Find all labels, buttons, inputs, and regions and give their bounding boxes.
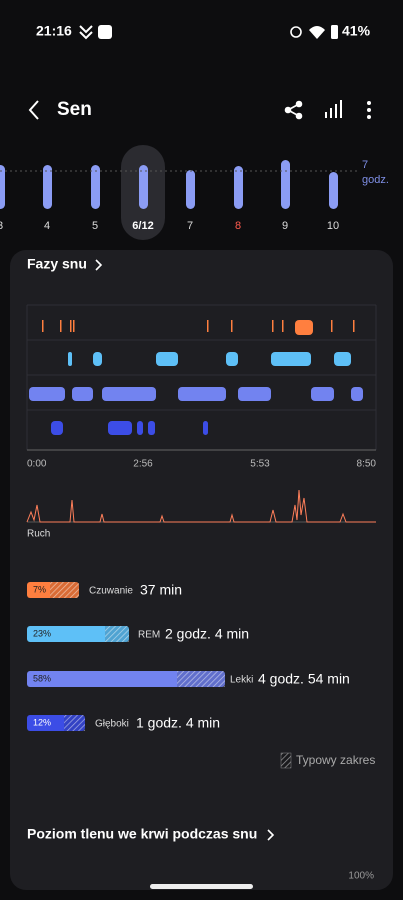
nav-handle	[150, 884, 253, 889]
deep-segments	[51, 421, 208, 435]
stage-duration: 37 min	[140, 582, 182, 598]
time-label: 2:56	[133, 459, 153, 470]
share-button[interactable]	[284, 100, 303, 120]
stage-percent: 23%	[33, 628, 51, 638]
chart-grid	[26, 304, 377, 450]
goal-unit: godz.	[362, 174, 389, 186]
day-label[interactable]: 10	[327, 220, 339, 232]
axis-label: 100%	[348, 871, 374, 882]
status-time: 21:16	[36, 23, 72, 39]
stage-duration: 1 godz. 4 min	[136, 715, 220, 731]
day-label[interactable]: 9	[282, 220, 288, 232]
menu-button[interactable]	[367, 101, 371, 119]
stage-percent: 58%	[33, 673, 51, 683]
status-icon	[98, 25, 112, 39]
battery-text: 41%	[342, 23, 371, 39]
goal-value: 7	[362, 159, 368, 171]
dnd-icon	[290, 26, 302, 38]
light-segments	[29, 387, 363, 401]
day-label[interactable]: 8	[235, 220, 241, 232]
stage-duration: 2 godz. 4 min	[165, 626, 249, 642]
time-label: 8:50	[357, 459, 377, 470]
stage-percent: 7%	[33, 584, 46, 594]
motion-line	[26, 489, 376, 523]
rem-segments	[68, 352, 351, 366]
battery-icon	[331, 25, 338, 39]
stage-name: Głęboki	[95, 719, 129, 730]
day-label[interactable]: 3	[0, 220, 3, 232]
legend-swatch	[280, 752, 292, 769]
chart-button[interactable]	[325, 100, 342, 118]
stage-lekki: 58% Lekki 4 godz. 54 min	[27, 671, 350, 687]
stage-czuwanie: 7% Czuwanie 37 min	[27, 582, 182, 598]
stage-name: Czuwanie	[89, 586, 133, 597]
awake-ticks	[42, 320, 355, 335]
time-label: 0:00	[27, 459, 47, 470]
card	[10, 250, 393, 890]
time-label: 5:53	[250, 459, 270, 470]
stage-percent: 12%	[33, 717, 51, 727]
wifi-icon	[309, 26, 325, 39]
stage-duration: 4 godz. 54 min	[258, 671, 350, 687]
page-title: Sen	[57, 99, 92, 120]
day-label[interactable]: 7	[187, 220, 193, 232]
day-bars	[0, 160, 338, 209]
stage-name: Lekki	[230, 675, 253, 686]
card-title[interactable]: Fazy snu	[27, 256, 87, 272]
chevron	[95, 259, 103, 271]
stage-rem: 23% REM 2 godz. 4 min	[27, 626, 249, 642]
day-label[interactable]: 5	[92, 220, 98, 232]
back-button[interactable]	[28, 100, 39, 120]
legend-text: Typowy zakres	[296, 753, 375, 767]
stage-gleboki: 12% Głęboki 1 godz. 4 min	[27, 715, 220, 731]
day-label[interactable]: 4	[44, 220, 50, 232]
day-label[interactable]: 6/12	[132, 220, 153, 232]
stage-name: REM	[138, 630, 160, 641]
status-icon	[79, 25, 93, 40]
section-title[interactable]: Poziom tlenu we krwi podczas snu	[27, 826, 257, 842]
motion-label: Ruch	[27, 529, 50, 540]
chevron	[267, 829, 275, 841]
